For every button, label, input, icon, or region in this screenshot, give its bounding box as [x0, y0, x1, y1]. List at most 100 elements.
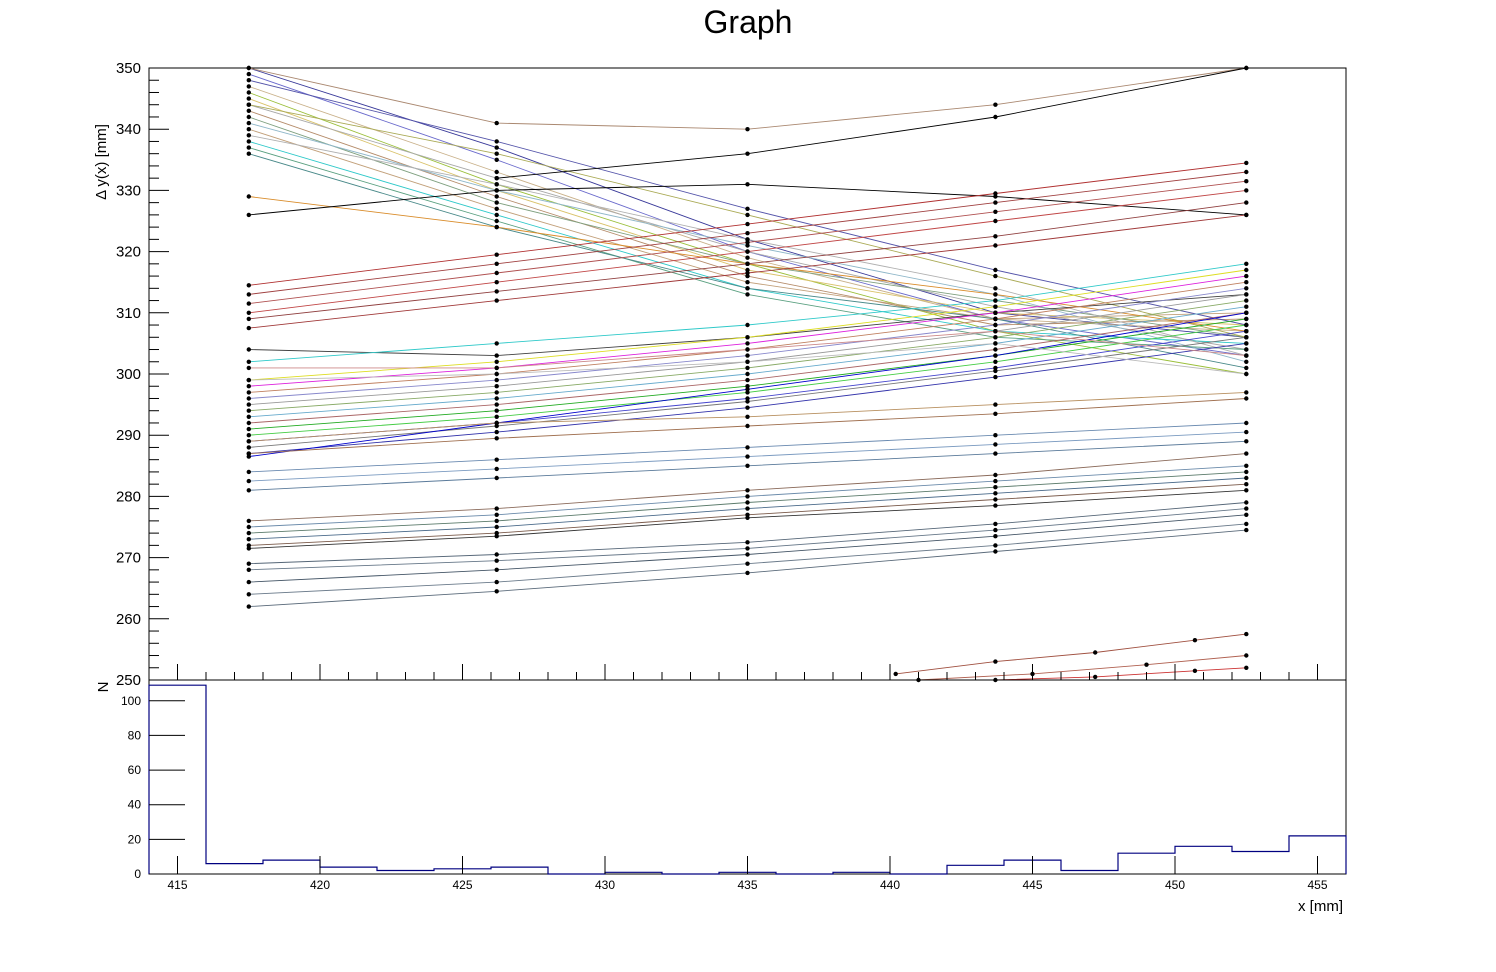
- track-point: [494, 145, 499, 150]
- track-point: [494, 552, 499, 557]
- track-point: [494, 139, 499, 144]
- track-point: [745, 255, 750, 260]
- track-point: [246, 114, 251, 120]
- track-point: [1244, 420, 1249, 426]
- track-point: [745, 387, 750, 392]
- track-line-5: [248, 104, 1247, 350]
- histogram-bin: [1118, 853, 1175, 874]
- track-point: [246, 108, 251, 114]
- track-point: [745, 292, 750, 297]
- track-point: [1244, 212, 1249, 218]
- track-point: [1244, 475, 1249, 481]
- track-point: [494, 212, 499, 218]
- track-point: [494, 120, 499, 126]
- track-point: [745, 390, 750, 395]
- track-point: [745, 399, 750, 404]
- track-point: [246, 78, 251, 83]
- track-point: [246, 518, 251, 524]
- track-point: [1244, 429, 1249, 435]
- track-point: [246, 145, 251, 150]
- track-point: [1244, 261, 1249, 266]
- bottom-x-tick-label: 440: [880, 878, 900, 892]
- track-point: [745, 341, 750, 346]
- y-tick-label: 340: [116, 121, 141, 138]
- track-line-24: [248, 202, 1247, 320]
- track-point: [1244, 267, 1249, 273]
- track-point: [993, 534, 998, 539]
- track-point: [993, 549, 998, 554]
- track-point: [993, 243, 998, 248]
- track-point: [993, 286, 998, 291]
- chart-title: Graph: [704, 4, 793, 40]
- bottom-y-tick-label: 80: [128, 728, 142, 742]
- track-point: [745, 454, 750, 459]
- track-point: [745, 463, 750, 468]
- track-point: [993, 322, 998, 328]
- track-point: [1244, 506, 1249, 511]
- track-point: [494, 365, 499, 371]
- track-point: [246, 212, 251, 218]
- track-point: [993, 200, 998, 205]
- track-point: [1244, 665, 1249, 670]
- track-point: [494, 518, 499, 524]
- track-point: [246, 133, 251, 138]
- track-point: [993, 527, 998, 533]
- track-point: [246, 390, 251, 395]
- track-point: [494, 396, 499, 401]
- track-point: [246, 579, 251, 585]
- track-point: [494, 252, 499, 257]
- track-point: [246, 127, 251, 132]
- track-point: [494, 218, 499, 224]
- bottom-plot: 0 20 40 60 80 100 415 420 425 430 435 440 445 450 455…: [95, 679, 1347, 915]
- track-point: [993, 329, 998, 334]
- track-point: [993, 451, 998, 456]
- y-tick-label: 280: [116, 488, 141, 505]
- track-point: [494, 589, 499, 594]
- track-point: [1244, 347, 1249, 352]
- track-point: [494, 169, 499, 175]
- track-point: [1244, 371, 1249, 377]
- track-point: [494, 224, 499, 230]
- track-point: [246, 347, 251, 352]
- track-point: [246, 84, 251, 89]
- track-point: [494, 402, 499, 407]
- track-point: [745, 280, 750, 285]
- track-point: [1244, 353, 1249, 358]
- track-point: [1244, 310, 1249, 315]
- track-point: [745, 515, 750, 520]
- track-point: [246, 561, 251, 566]
- track-point: [993, 374, 998, 380]
- track-point: [1244, 316, 1249, 322]
- track-point: [745, 322, 750, 328]
- track-point: [745, 488, 750, 493]
- track-point: [1244, 304, 1249, 309]
- track-point: [745, 243, 750, 248]
- track-point: [993, 335, 998, 340]
- track-point: [1244, 273, 1249, 279]
- bottom-y-tick-label: 20: [128, 832, 142, 846]
- track-point: [246, 592, 251, 597]
- track-point: [745, 540, 750, 545]
- track-point: [745, 546, 750, 551]
- track-point: [1244, 365, 1249, 371]
- track-point: [993, 114, 998, 120]
- track-point: [745, 359, 750, 364]
- track-point: [246, 396, 251, 401]
- track-point: [1244, 653, 1249, 658]
- track-point: [246, 546, 251, 551]
- y-tick-label: 250: [116, 672, 141, 689]
- histogram-outline: [148, 684, 1347, 875]
- track-point: [246, 194, 251, 199]
- histogram-bin: [149, 685, 206, 874]
- track-point: [1244, 298, 1249, 303]
- track-point: [246, 488, 251, 493]
- track-point: [246, 384, 251, 389]
- track-point: [993, 543, 998, 548]
- track-point: [993, 442, 998, 447]
- bottom-y-tick-label: 60: [128, 763, 142, 777]
- track-point: [993, 433, 998, 438]
- track-point: [246, 402, 251, 407]
- top-x-axis-ticks: [177, 664, 1318, 680]
- histogram-group: [148, 684, 1347, 875]
- track-point: [993, 209, 998, 214]
